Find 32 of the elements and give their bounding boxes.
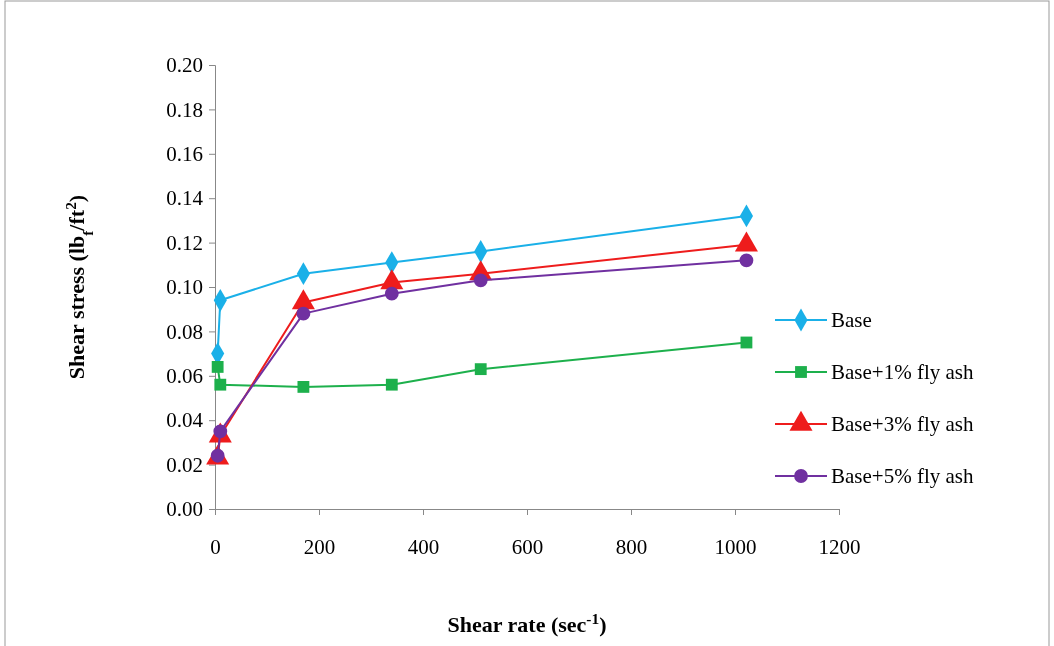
y-tick-label: 0.08 (166, 319, 203, 344)
legend-label: Base+1% fly ash (831, 360, 974, 384)
point (211, 361, 224, 373)
x-tick-label: 800 (615, 534, 648, 559)
y-tick-label: 0.06 (166, 364, 203, 389)
point (384, 286, 399, 301)
point (297, 380, 310, 393)
x-tick-label: 400 (407, 534, 440, 559)
y-tick-label: 0.00 (166, 497, 203, 522)
x-tick-label: 200 (303, 534, 336, 559)
point (296, 306, 311, 321)
point (385, 378, 398, 391)
point (214, 378, 227, 391)
point (473, 273, 488, 288)
y-tick-label: 0.02 (166, 452, 203, 477)
y-tick-label: 0.18 (166, 97, 203, 122)
point (739, 253, 754, 268)
y-tick-label: 0.20 (166, 53, 203, 78)
x-tick-label: 600 (511, 534, 544, 559)
y-tick-label: 0.10 (166, 275, 203, 300)
y-tick-label: 0.04 (166, 408, 204, 433)
point (474, 363, 487, 376)
legend-label: Base+3% fly ash (831, 412, 974, 436)
x-tick-label: 1200 (818, 534, 861, 559)
x-axis-title: Shear rate (sec$^{-1}$) (447, 609, 607, 637)
x-tick-label: 0 (210, 534, 221, 559)
y-tick-label: 0.14 (166, 186, 204, 211)
y-tick-label: 0.12 (166, 230, 203, 255)
legend-label: Base (831, 308, 872, 332)
x-tick-label: 1000 (714, 534, 757, 559)
y-tick-label: 0.16 (166, 142, 203, 167)
legend-label: Base+5% fly ash (831, 464, 974, 488)
